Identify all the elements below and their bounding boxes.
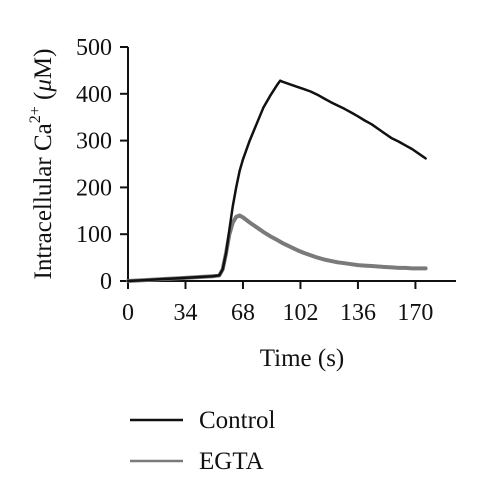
y-tick-label: 200 <box>76 175 112 201</box>
y-tick-label: 100 <box>76 222 112 248</box>
x-tick-label: 102 <box>282 300 318 326</box>
series-line-control <box>126 79 427 283</box>
x-tick-label: 68 <box>231 300 255 326</box>
plot-axes <box>127 47 456 282</box>
x-axis-label: Time (s) <box>260 345 345 372</box>
legend: Control EGTA <box>130 407 275 475</box>
y-axis-label-unit-open: ( <box>30 92 57 107</box>
y-tick-label: 0 <box>100 269 112 295</box>
legend-label-control: Control <box>199 407 275 434</box>
y-axis-label-unit-mu: μ <box>30 79 57 93</box>
y-axis-label: Intracellular Ca2+ (μM) <box>27 49 57 280</box>
y-axis-label-superscript: 2+ <box>27 106 44 123</box>
y-axis-label-unit-rest: M) <box>30 49 57 80</box>
x-tick-label: 0 <box>122 300 134 326</box>
legend-label-egta: EGTA <box>199 448 264 475</box>
y-tick-label: 300 <box>76 129 112 155</box>
x-tick-label: 136 <box>340 300 376 326</box>
y-axis-ticks: 0 100 200 300 400 500 <box>76 35 128 295</box>
series-layer <box>126 79 428 283</box>
x-tick-label: 170 <box>397 300 433 326</box>
series-line-egta <box>126 213 428 283</box>
y-axis-label-main: Intracellular Ca <box>30 123 57 279</box>
x-tick-label: 34 <box>173 300 197 326</box>
y-tick-label: 500 <box>76 35 112 61</box>
x-axis-ticks: 0 34 68 102 136 170 <box>122 281 433 326</box>
y-tick-label: 400 <box>76 82 112 108</box>
